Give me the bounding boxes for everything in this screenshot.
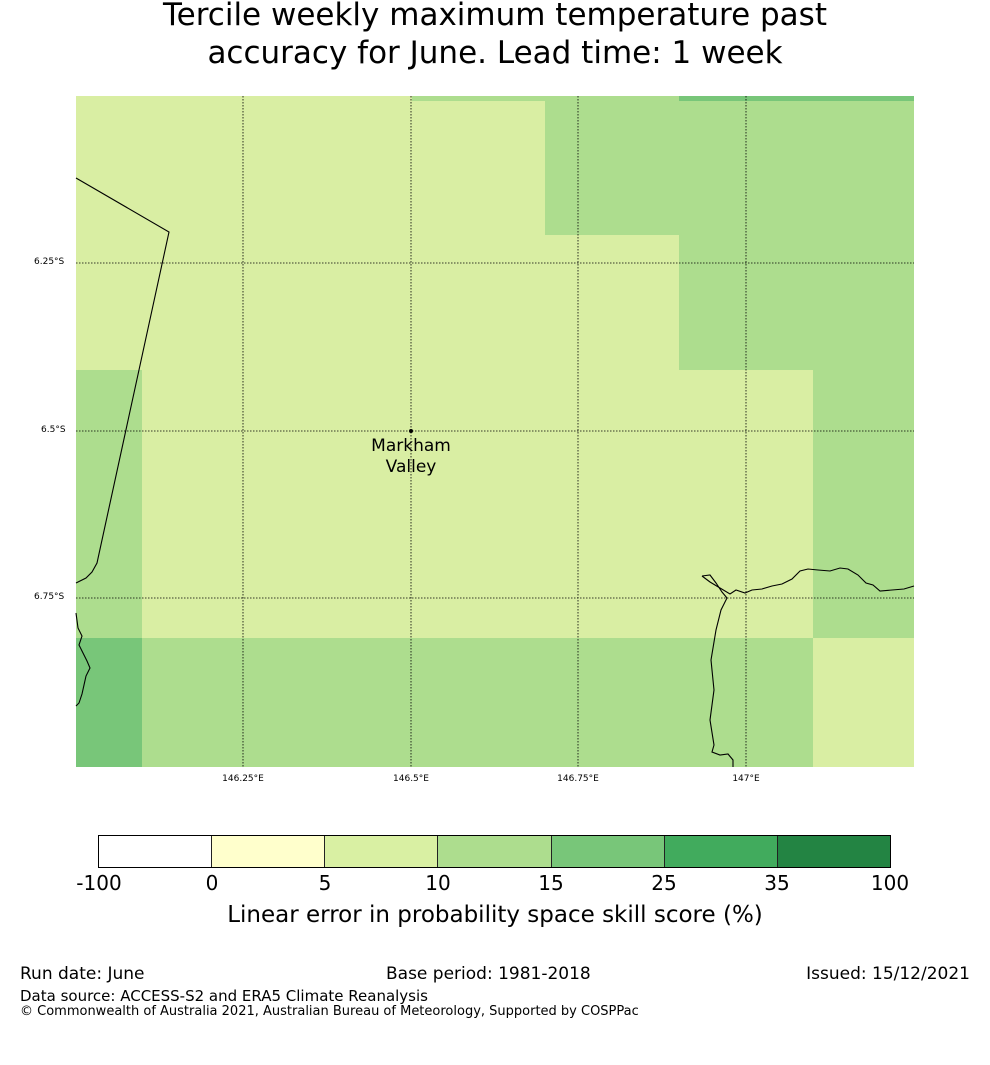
graticule [76,96,914,767]
colorbar [98,835,891,868]
colorbar-swatch [664,836,778,867]
colorbar-swatch [777,836,890,867]
issued-date: Issued: 15/12/2021 [806,964,970,984]
colorbar-swatch [438,836,552,867]
coastline-west [75,612,91,707]
colorbar-swatch [212,836,326,867]
skill-cell-10-15 [679,235,914,370]
colorbar-tick-label: 100 [870,871,910,895]
place-marker [409,429,413,433]
coastline-north [701,567,915,595]
colorbar-tick-label: 10 [425,871,451,895]
colorbar-swatch [325,836,439,867]
coastlines [75,177,915,767]
province-border [75,177,170,584]
base-period: Base period: 1981-2018 [386,964,591,984]
colorbar-label: Linear error in probability space skill … [227,902,763,928]
map-title-line1: Tercile weekly maximum temperature past [162,0,827,33]
skill-cell-10-15 [142,638,813,767]
data-source: Data source: ACCESS-S2 and ERA5 Climate … [20,987,428,1005]
lat-label: 6.5°S [41,425,66,435]
skill-cell-5-10 [813,638,914,767]
colorbar-swatch [551,836,665,867]
skill-cell-10-15 [76,370,142,638]
run-date: Run date: June [20,964,145,984]
colorbar-tick-label: -100 [76,871,122,895]
place-name-line1: Markham [371,436,451,456]
colorbar-tick-label: 15 [538,871,564,895]
skill-cell-10-15 [813,370,914,638]
place-name-line2: Valley [385,457,437,477]
colorbar-tick-label: 0 [205,871,219,895]
lon-label: 146.75°E [557,774,599,784]
lon-label: 146.25°E [222,774,264,784]
colorbar-tick-label: 5 [318,871,332,895]
lon-label: 147°E [732,774,760,784]
copyright: © Commonwealth of Australia 2021, Austra… [20,1004,639,1019]
lat-label: 6.75°S [34,592,65,602]
place-label: Markham Valley [351,436,471,478]
skill-cell-10-15 [545,101,914,235]
skill-cell-15-25 [76,638,142,767]
colorbar-tick-label: 25 [651,871,677,895]
lat-label: 6.25°S [34,257,65,267]
map-title-line2: accuracy for June. Lead time: 1 week [207,35,783,71]
lon-label: 146.5°E [393,774,429,784]
skill-cell-15-25 [679,96,914,101]
colorbar-swatch [99,836,213,867]
skill-map [75,96,915,767]
skill-grid [76,96,914,767]
colorbar-tick-label: 35 [764,871,790,895]
skill-cell-10-15 [412,96,914,101]
